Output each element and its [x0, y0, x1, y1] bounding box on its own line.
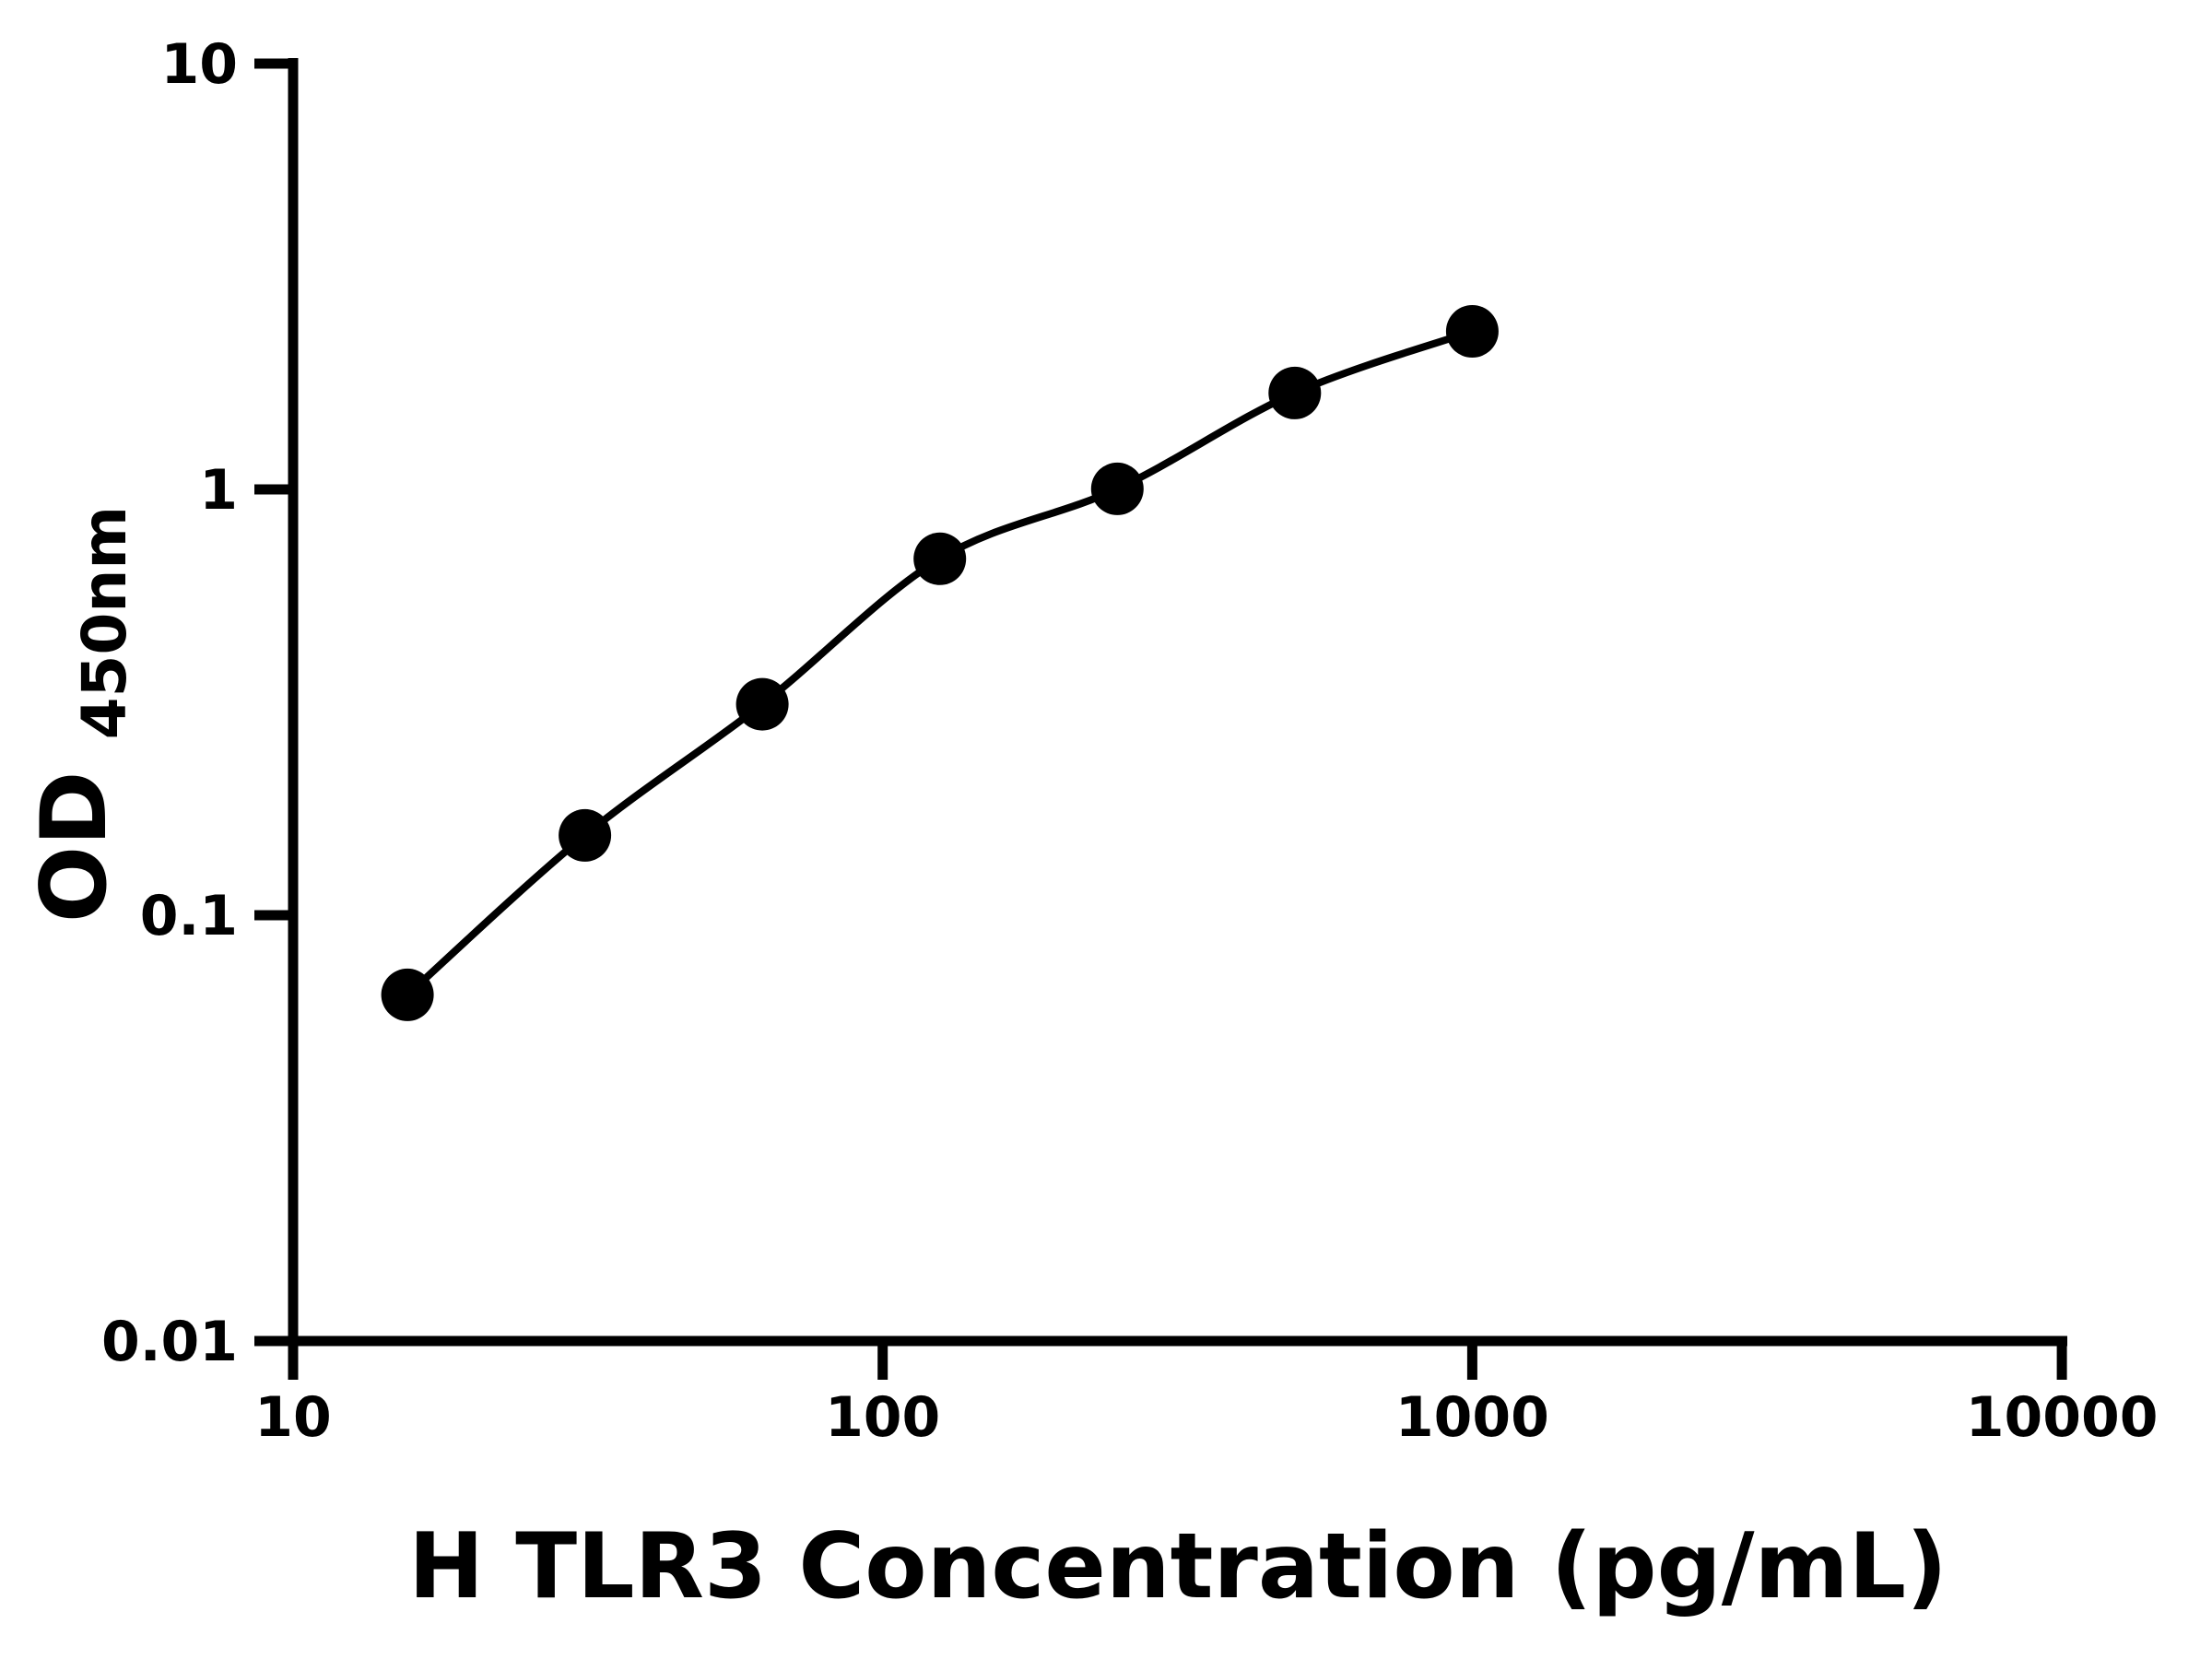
x-axis-title: H TLR3 Concentration (pg/mL)	[408, 1514, 1947, 1619]
x-ticks	[288, 1341, 2067, 1380]
y-axis-title: OD 450nm	[22, 506, 140, 923]
x-tick-label: 1000	[1395, 1385, 1549, 1450]
x-tick-label: 100	[825, 1385, 940, 1450]
y-axis-title-subscript: 450nm	[69, 506, 140, 740]
y-axis: 10 1 0.1 0.01	[101, 32, 299, 1374]
y-tick-label: 1	[199, 458, 238, 523]
series-layer	[381, 305, 1499, 1021]
data-point	[381, 968, 434, 1021]
y-tick-labels: 10 1 0.1 0.01	[101, 32, 238, 1374]
x-tick-labels: 10 100 1000 10000	[254, 1385, 2158, 1450]
data-point	[1090, 462, 1144, 515]
x-tick-label: 10000	[1966, 1385, 2159, 1450]
x-axis: 10 100 1000 10000	[254, 1335, 2158, 1450]
y-tick-label: 10	[161, 32, 239, 97]
x-tick-label: 10	[254, 1385, 332, 1450]
data-point	[913, 532, 967, 585]
data-point	[1445, 305, 1499, 358]
data-point	[1268, 366, 1322, 419]
data-point	[559, 808, 612, 862]
y-tick-label: 0.1	[140, 884, 238, 948]
data-point	[735, 677, 789, 731]
y-tick-label: 0.01	[101, 1310, 238, 1374]
y-axis-title-main: OD	[22, 771, 127, 923]
y-ticks	[254, 58, 293, 1347]
